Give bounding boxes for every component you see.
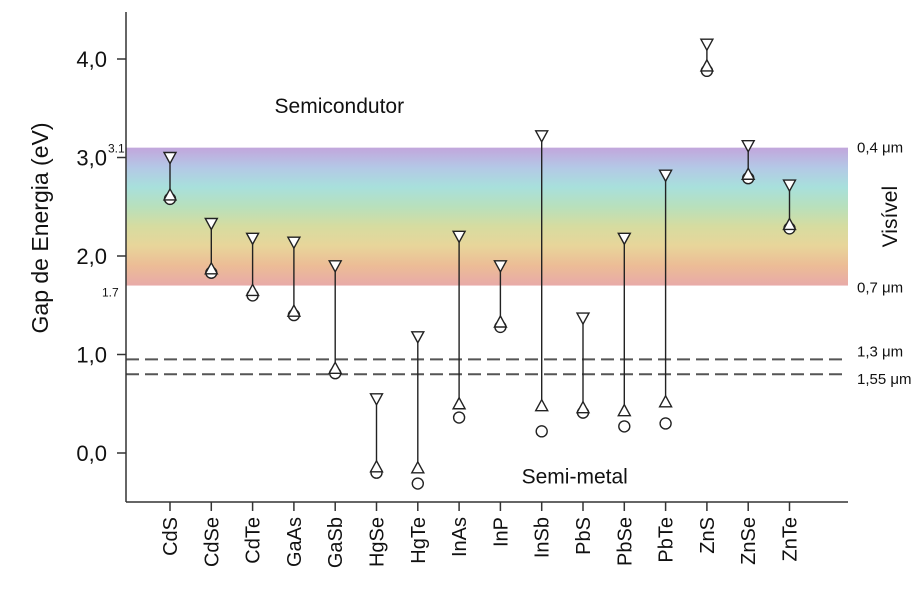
x-tick-label: HgTe bbox=[408, 517, 430, 564]
down-triangle-point bbox=[617, 232, 632, 246]
x-tick-label: ZnS bbox=[697, 517, 719, 554]
up-triangle-point bbox=[451, 396, 467, 410]
x-tick-label: PbSe bbox=[614, 517, 636, 566]
circle-point bbox=[618, 420, 631, 433]
y-axis-title: Gap de Energia (eV) bbox=[27, 123, 53, 334]
visible-spectrum-band bbox=[126, 147, 848, 286]
circle-point bbox=[411, 477, 424, 490]
y-tick-label: 0,0 bbox=[76, 441, 107, 466]
down-triangle-point bbox=[575, 312, 591, 326]
data-markers bbox=[162, 38, 797, 490]
x-axis-ticks: CdS CdSe CdTe GaAs GaSb HgSe HgTe InAs InP InSb Pb… bbox=[160, 502, 802, 568]
region-annotation: Semicondutor bbox=[275, 95, 405, 118]
down-triangle-point bbox=[658, 169, 673, 183]
visible-band-rect bbox=[126, 147, 848, 286]
down-triangle-point bbox=[493, 260, 508, 274]
up-triangle-point bbox=[575, 400, 591, 414]
down-triangle-point bbox=[741, 139, 756, 154]
x-tick-label: ZnTe bbox=[780, 517, 802, 561]
band-edge-label: 3.1 bbox=[108, 142, 125, 156]
down-triangle-point bbox=[162, 151, 178, 165]
annotations: Semicondutor Semi-metal Visível bbox=[275, 95, 902, 488]
x-tick-label: CdSe bbox=[201, 517, 223, 567]
x-tick-label: ZnSe bbox=[738, 517, 760, 565]
wavelength-dashed-lines bbox=[126, 358, 848, 376]
up-triangle-point bbox=[493, 314, 508, 328]
x-tick-label: InP bbox=[490, 517, 512, 547]
down-triangle-point bbox=[204, 217, 219, 231]
wavelength-label: 0,7 μm bbox=[857, 280, 903, 297]
up-triangle-point bbox=[328, 360, 343, 374]
up-triangle-point bbox=[410, 460, 425, 474]
y-tick-label: 3,0 bbox=[76, 146, 107, 171]
down-triangle-point bbox=[699, 38, 715, 52]
down-triangle-point bbox=[782, 179, 797, 193]
up-triangle-point bbox=[204, 261, 219, 275]
circle-point bbox=[452, 411, 466, 424]
up-triangle-point bbox=[286, 303, 302, 317]
down-triangle-point bbox=[369, 393, 384, 407]
circle-point bbox=[535, 425, 548, 438]
x-tick-label: CdTe bbox=[243, 517, 265, 564]
y-axis-ticks: 0,0 1,0 2,0 3,0 4,0 3.1 1.7 bbox=[76, 47, 126, 466]
up-triangle-point bbox=[658, 394, 673, 408]
wavelength-label: 1,3 μm bbox=[857, 344, 903, 361]
y-tick-label: 1,0 bbox=[76, 343, 107, 368]
wavelength-labels: 0,4 μm 0,7 μm 1,3 μm 1,55 μm bbox=[857, 140, 912, 388]
wavelength-label: 1,55 μm bbox=[857, 371, 912, 388]
x-tick-label: InSb bbox=[532, 517, 554, 558]
circle-point bbox=[659, 417, 672, 430]
up-triangle-point bbox=[699, 58, 715, 72]
x-tick-label: GaAs bbox=[284, 517, 306, 567]
up-triangle-point bbox=[741, 166, 756, 180]
up-triangle-point bbox=[534, 398, 549, 412]
down-triangle-point bbox=[534, 130, 549, 144]
visible-region-label: Visível bbox=[879, 186, 902, 247]
up-triangle-point bbox=[245, 283, 260, 297]
up-triangle-point bbox=[162, 187, 178, 201]
wavelength-label: 0,4 μm bbox=[857, 140, 903, 157]
up-triangle-point bbox=[617, 403, 632, 417]
down-triangle-point bbox=[286, 236, 302, 250]
y-tick-label: 2,0 bbox=[76, 244, 107, 269]
down-triangle-point bbox=[245, 232, 260, 246]
x-tick-label: HgSe bbox=[367, 517, 389, 567]
down-triangle-point bbox=[451, 230, 467, 244]
x-tick-label: PbTe bbox=[656, 517, 678, 563]
x-tick-label: PbS bbox=[573, 517, 595, 555]
up-triangle-point bbox=[782, 217, 797, 231]
x-tick-label: GaSb bbox=[325, 517, 347, 568]
down-triangle-point bbox=[328, 260, 343, 274]
up-triangle-point bbox=[369, 459, 384, 473]
x-tick-label: InAs bbox=[449, 517, 471, 557]
y-tick-label: 4,0 bbox=[76, 47, 107, 72]
band-edge-label: 1.7 bbox=[102, 286, 119, 300]
down-triangle-point bbox=[410, 331, 425, 345]
region-annotation: Semi-metal bbox=[522, 466, 628, 489]
x-tick-label: CdS bbox=[160, 517, 182, 556]
